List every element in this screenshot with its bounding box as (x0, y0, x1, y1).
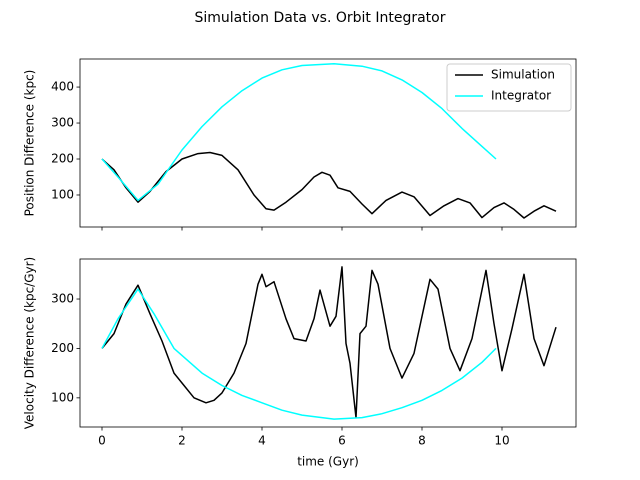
x-tick-label: 0 (98, 434, 106, 448)
figure-title: Simulation Data vs. Orbit Integrator (194, 10, 445, 26)
series-line (101, 288, 497, 420)
x-tick-label: 6 (338, 434, 346, 448)
y-tick-label: 400 (51, 80, 74, 94)
x-tick-label: 8 (418, 434, 426, 448)
y-tick-label: 200 (51, 152, 74, 166)
axes-frame (79, 58, 577, 228)
legend-label: Simulation (491, 68, 555, 82)
x-tick-label: 10 (494, 434, 509, 448)
x-tick-label: 4 (258, 434, 266, 448)
axes-frame (79, 258, 577, 428)
y-tick-label: 300 (51, 116, 74, 130)
x-tick-label: 2 (178, 434, 186, 448)
y-tick-label: 300 (51, 292, 74, 306)
y-tick-label: 200 (51, 341, 74, 355)
x-axis-label: time (Gyr) (297, 455, 359, 469)
y-tick-label: 100 (51, 390, 74, 404)
y-axis-label: Position Difference (kpc) (23, 70, 37, 217)
series-line (101, 62, 497, 202)
series-line (101, 151, 557, 219)
y-tick-label: 100 (51, 187, 74, 201)
y-axis-label: Velocity Difference (kpc/Gyr) (23, 257, 37, 429)
series-line (101, 266, 557, 419)
legend-label: Integrator (491, 89, 551, 103)
